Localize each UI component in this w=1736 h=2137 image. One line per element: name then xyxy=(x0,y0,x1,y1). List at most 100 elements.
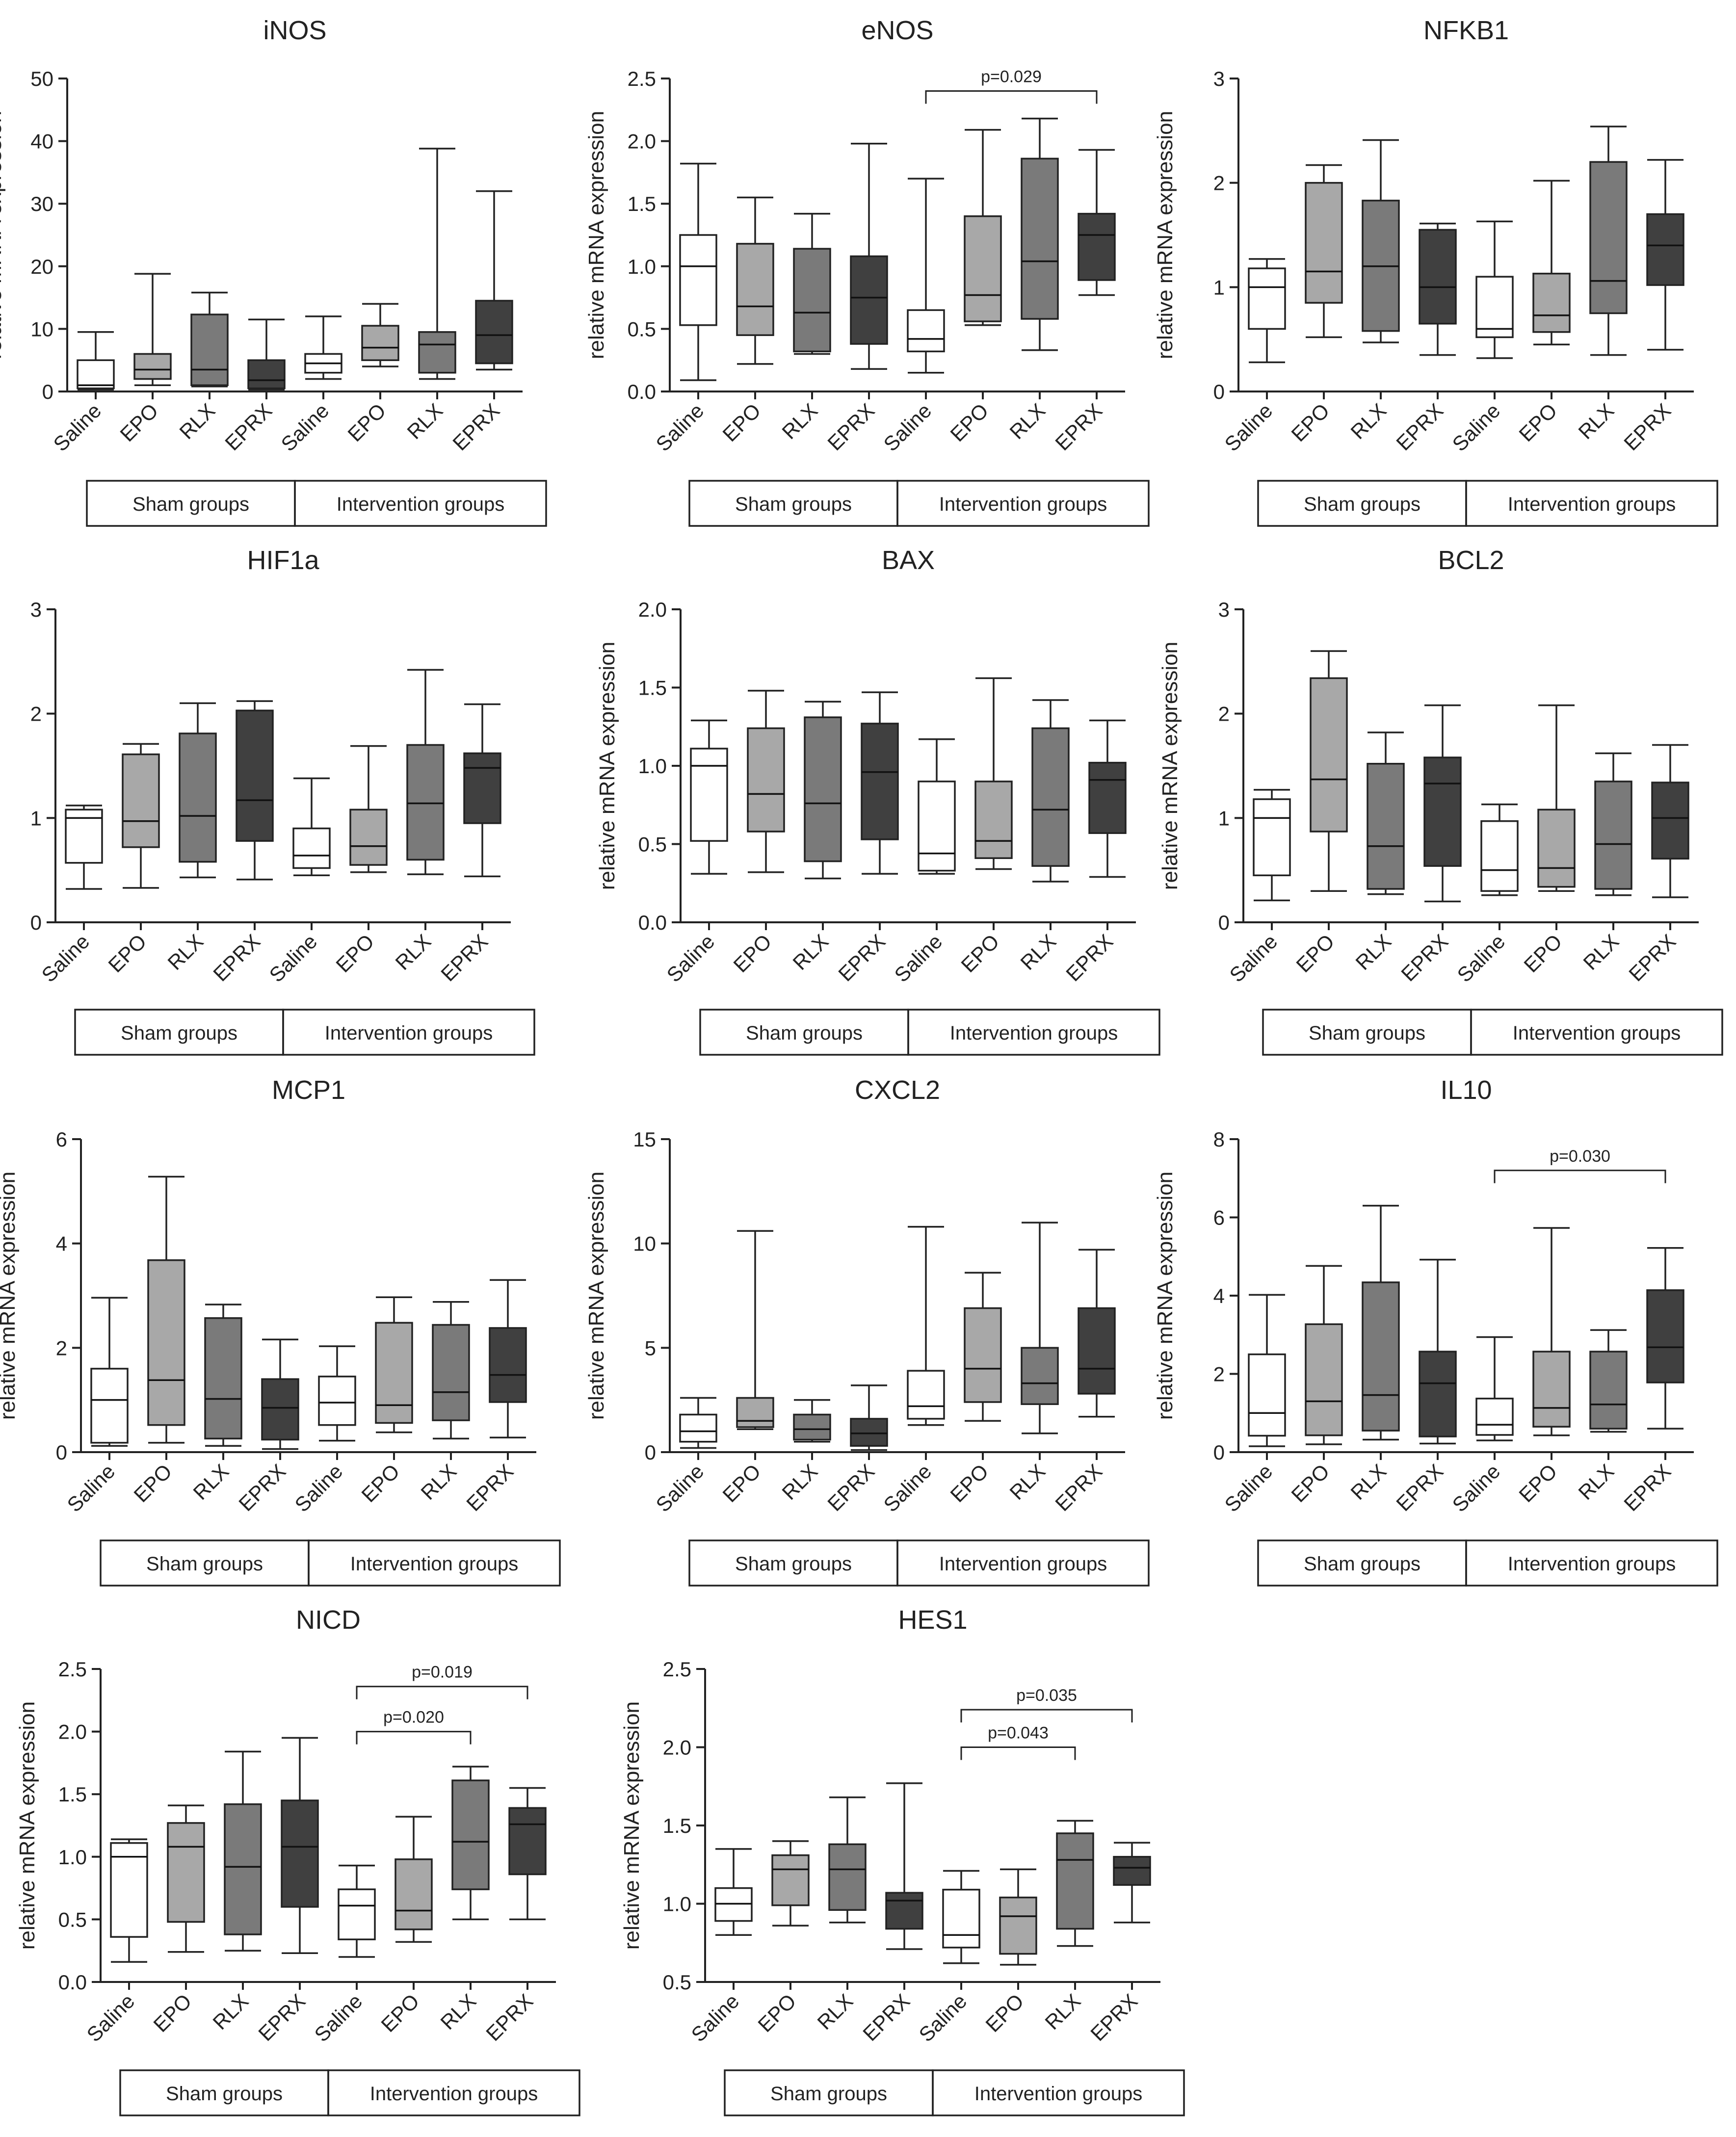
box-rlx xyxy=(793,212,831,355)
x-tick-label: RLX xyxy=(788,930,833,974)
panel-hes1: HES1 relative mRNA expression 0.5 1.0 1.5 2.0… xyxy=(620,1605,1185,2116)
iqr-box xyxy=(861,723,899,840)
x-tick-label: EPRX xyxy=(1396,930,1452,986)
box-saline xyxy=(318,1345,356,1442)
box-rlx xyxy=(451,1766,490,1921)
iqr-box xyxy=(771,1854,810,1906)
x-tick-label: EPRX xyxy=(834,930,890,986)
chart-title: eNOS xyxy=(861,16,933,45)
box-eprx xyxy=(861,691,899,875)
y-tick-label: 50 xyxy=(30,67,53,90)
iqr-box xyxy=(489,1327,527,1403)
significance-bracket xyxy=(925,90,1098,104)
x-tick-label: RLX xyxy=(1016,930,1060,974)
box-saline xyxy=(90,1297,129,1447)
box-rlx xyxy=(1367,731,1405,895)
x-tick-label: EPRX xyxy=(1051,1459,1106,1515)
iqr-box xyxy=(974,781,1013,859)
iqr-box xyxy=(1589,1351,1628,1430)
chart-title: BAX xyxy=(882,546,935,575)
x-tick-label: RLX xyxy=(1005,1459,1050,1504)
y-tick-label: 4 xyxy=(56,1232,67,1255)
box-saline xyxy=(690,719,728,875)
box-epo xyxy=(736,1230,774,1430)
chart-title: NICD xyxy=(296,1605,361,1635)
chart-title: NFKB1 xyxy=(1423,16,1509,45)
iqr-box xyxy=(224,1803,262,1935)
iqr-box xyxy=(1056,1832,1094,1930)
box-rlx xyxy=(432,1301,470,1440)
x-tick-label: Saline xyxy=(915,1989,972,2046)
box-eprx xyxy=(1078,149,1116,296)
y-axis-label: relative mRNA expression xyxy=(0,111,6,359)
iqr-box xyxy=(292,827,331,869)
x-tick-label: EPRX xyxy=(234,1459,290,1515)
box-epo xyxy=(747,690,785,873)
iqr-box xyxy=(432,1324,470,1421)
x-tick-label: EPO xyxy=(729,930,776,977)
x-tick-label: EPRX xyxy=(1086,1989,1142,2045)
box-saline xyxy=(918,738,956,875)
x-tick-label: RLX xyxy=(175,399,219,443)
y-tick-label: 0.5 xyxy=(58,1908,87,1931)
x-tick-label: EPO xyxy=(753,1989,800,2036)
y-axis-label: relative mRNA expression xyxy=(15,1701,39,1950)
box-rlx xyxy=(190,291,229,388)
x-tick-label: RLX xyxy=(1005,399,1050,443)
iqr-box xyxy=(133,353,172,380)
y-tick-label: 1.0 xyxy=(58,1846,87,1869)
x-tick-label: EPRX xyxy=(209,930,264,986)
iqr-box xyxy=(999,1896,1037,1955)
y-tick-label: 2.0 xyxy=(638,598,667,621)
intervention-group-box xyxy=(907,1009,1160,1056)
box-saline xyxy=(1248,258,1286,364)
x-tick-label: EPRX xyxy=(1619,399,1675,455)
y-axis-label: relative mRNA expression xyxy=(584,1172,608,1420)
iqr-box xyxy=(885,1892,923,1930)
box-saline xyxy=(714,1848,753,1936)
iqr-box xyxy=(850,1418,888,1447)
y-tick-label: 2 xyxy=(30,703,42,726)
chart-title: iNOS xyxy=(263,16,326,45)
box-eprx xyxy=(463,703,501,878)
iqr-box xyxy=(804,716,842,862)
y-tick-label: 0 xyxy=(30,911,42,934)
x-tick-label: Saline xyxy=(49,399,106,456)
x-tick-label: RLX xyxy=(777,1459,822,1504)
box-epo xyxy=(1310,650,1348,892)
group-label-intervention: Intervention groups xyxy=(1508,1553,1676,1575)
y-tick-label: 10 xyxy=(30,317,53,340)
x-tick-label: RLX xyxy=(1574,399,1618,443)
p-value-label: p=0.030 xyxy=(1550,1147,1610,1166)
box-rlx xyxy=(204,1303,242,1447)
iqr-box xyxy=(318,1376,356,1426)
iqr-box xyxy=(361,325,399,361)
x-tick-label: EPRX xyxy=(448,399,504,455)
y-tick-label: 2 xyxy=(1213,172,1225,195)
iqr-box xyxy=(1646,213,1684,286)
iqr-box xyxy=(942,1889,980,1949)
iqr-box xyxy=(964,215,1002,322)
box-rlx xyxy=(1589,126,1628,356)
x-tick-label: RLX xyxy=(208,1989,253,2034)
box-epo xyxy=(361,303,399,367)
y-tick-label: 1 xyxy=(1213,276,1225,299)
box-saline xyxy=(338,1864,376,1958)
x-tick-label: Saline xyxy=(310,1989,367,2046)
iqr-box xyxy=(110,1842,148,1938)
iqr-box xyxy=(679,1413,717,1443)
iqr-box xyxy=(1248,1353,1286,1437)
box-epo xyxy=(736,196,774,365)
box-epo xyxy=(1532,1227,1571,1436)
intervention-group-box xyxy=(308,1539,561,1587)
significance-bracket xyxy=(356,1731,472,1745)
y-tick-label: 5 xyxy=(645,1336,656,1359)
group-label-sham: Sham groups xyxy=(146,1553,263,1575)
iqr-box xyxy=(1305,182,1343,304)
group-label-intervention: Intervention groups xyxy=(350,1553,518,1575)
box-eprx xyxy=(508,1787,547,1921)
x-tick-label: EPO xyxy=(1287,1459,1334,1507)
iqr-box xyxy=(907,309,945,353)
significance-bracket xyxy=(356,1686,528,1699)
group-label-sham: Sham groups xyxy=(1309,1022,1425,1044)
